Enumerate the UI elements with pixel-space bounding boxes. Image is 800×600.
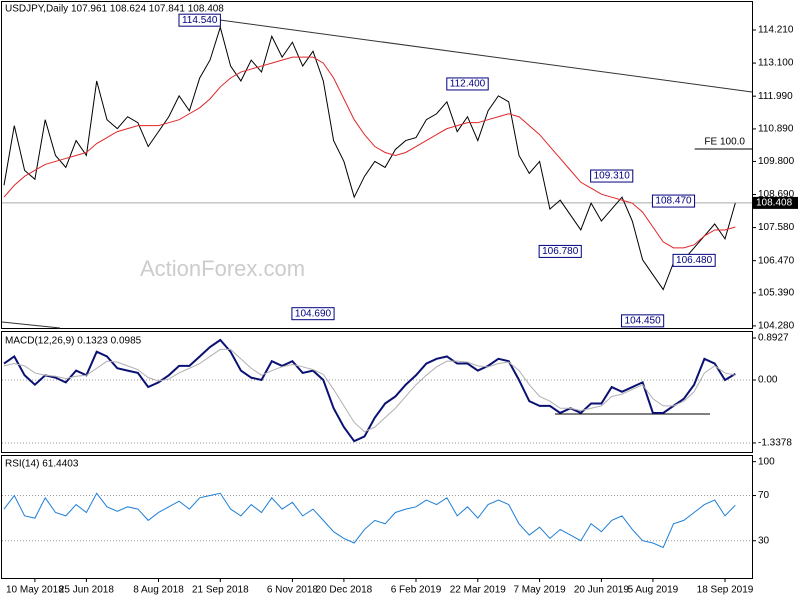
annotation-box xyxy=(291,307,335,321)
annotation-label: 114.540 xyxy=(182,15,218,26)
annotation-label: 106.780 xyxy=(542,246,579,257)
annotation-box xyxy=(178,13,221,27)
x-tick-label: 22 Mar 2019 xyxy=(450,585,507,596)
y-tick-label: -1.3378 xyxy=(758,438,792,449)
annotation-label: 109.310 xyxy=(594,171,631,182)
price-title: USDJPY,Daily 107.961 108.624 107.841 108… xyxy=(5,4,224,15)
price-panel xyxy=(1,1,753,329)
last-price-box xyxy=(752,196,798,209)
y-tick-label: 111.990 xyxy=(758,91,793,102)
series-line xyxy=(3,492,736,549)
series-line xyxy=(3,338,736,443)
trend-line xyxy=(1,321,61,329)
last-price-label: 108.408 xyxy=(756,198,793,209)
macd-panel xyxy=(1,331,753,453)
rsi-title: RSI(14) 61.4403 xyxy=(5,459,79,470)
x-tick-label: 5 Aug 2019 xyxy=(628,585,679,596)
series-line xyxy=(3,348,736,433)
x-tick-label: 18 Sep 2019 xyxy=(697,585,754,596)
x-tick-label: 21 Sep 2018 xyxy=(192,585,249,596)
y-tick-label: 104.280 xyxy=(758,321,795,332)
x-tick-label: 8 Aug 2018 xyxy=(133,585,184,596)
annotation-box xyxy=(590,169,634,183)
x-tick-label: 10 May 2018 xyxy=(6,585,64,596)
watermark: ActionForex.com xyxy=(140,256,305,281)
trend-line xyxy=(204,17,753,93)
y-tick-label: 114.210 xyxy=(758,25,794,36)
y-tick-label: 70 xyxy=(758,490,770,501)
annotation-box xyxy=(651,194,696,208)
y-tick-label: 108.690 xyxy=(758,189,795,200)
x-tick-label: 7 May 2019 xyxy=(513,585,566,596)
annotation-label: 104.450 xyxy=(625,315,662,326)
annotation-label: 104.690 xyxy=(295,308,332,319)
annotation-label: 106.480 xyxy=(676,255,713,266)
y-tick-label: 106.470 xyxy=(758,255,795,266)
annotation-box xyxy=(621,314,665,328)
y-tick-label: 113.100 xyxy=(758,58,794,69)
x-tick-label: 20 Dec 2018 xyxy=(316,585,373,596)
x-tick-label: 6 Nov 2018 xyxy=(267,585,319,596)
y-tick-label: 0.00 xyxy=(758,375,778,386)
x-tick-label: 20 Jun 2019 xyxy=(574,585,629,596)
series-line xyxy=(3,25,736,291)
y-tick-label: 30 xyxy=(758,535,770,546)
x-tick-label: 25 Jun 2018 xyxy=(59,585,114,596)
annotation-box xyxy=(672,253,716,267)
annotation-box xyxy=(538,244,582,258)
rsi-panel xyxy=(1,455,753,579)
series-line xyxy=(3,56,736,249)
y-tick-label: 110.890 xyxy=(758,124,794,135)
y-tick-label: 105.390 xyxy=(758,287,795,298)
annotation-label: 112.400 xyxy=(450,79,486,90)
macd-title: MACD(12,26,9) 0.1323 0.0985 xyxy=(5,336,142,347)
annotation-label: FE 100.0 xyxy=(704,137,745,148)
x-tick-label: 6 Feb 2019 xyxy=(391,585,442,596)
y-tick-label: 107.580 xyxy=(758,222,795,233)
annotation-label: 108.470 xyxy=(655,196,692,207)
y-tick-label: 0.8927 xyxy=(758,333,789,344)
y-tick-label: 109.800 xyxy=(758,156,795,167)
y-tick-label: 100 xyxy=(758,456,775,467)
annotation-box xyxy=(446,77,489,91)
